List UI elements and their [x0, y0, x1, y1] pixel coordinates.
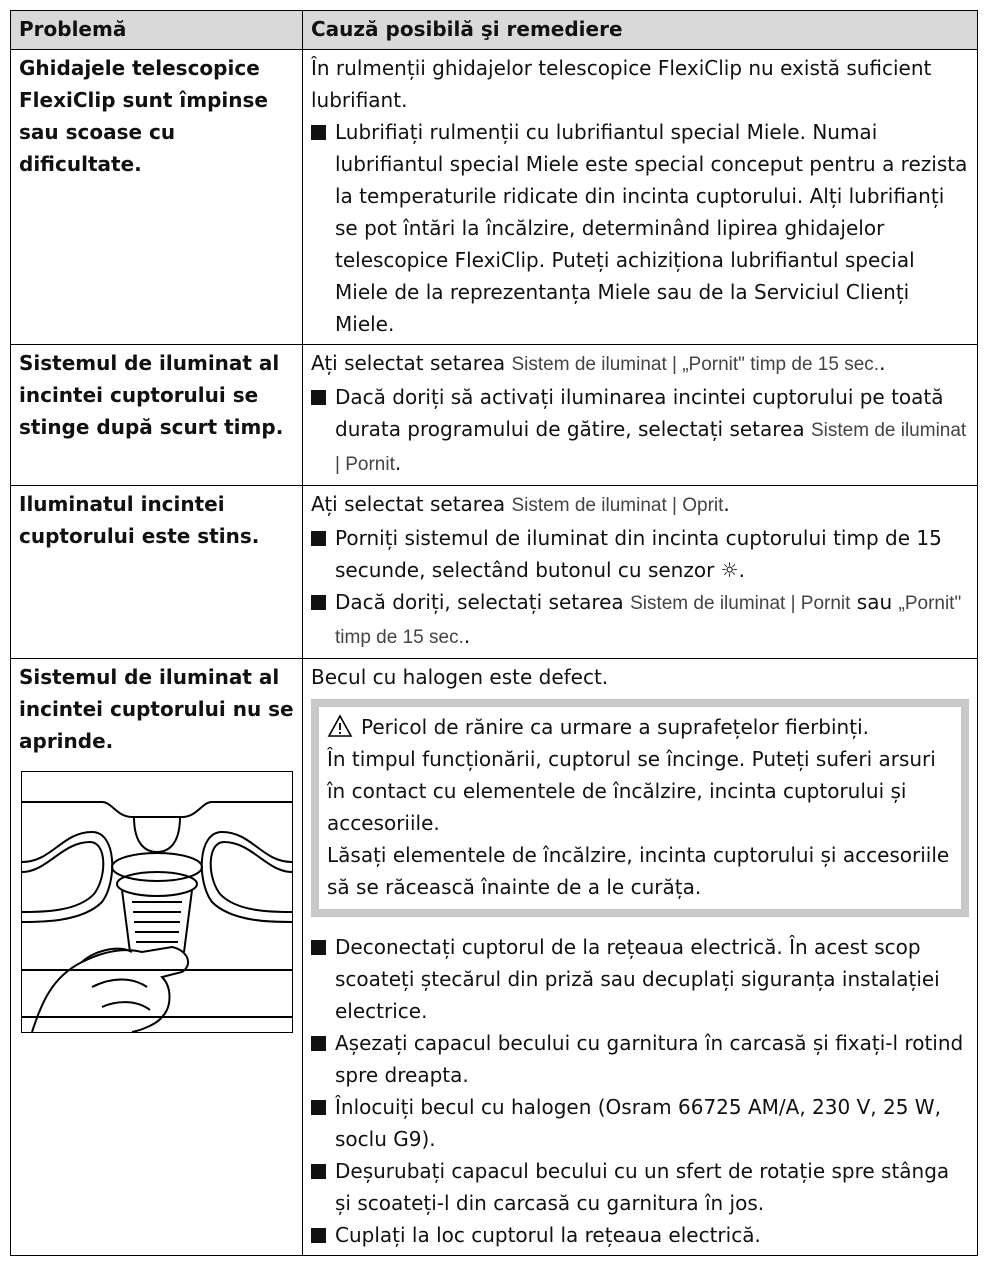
header-cell: Cauză posibilă şi remediere	[302, 10, 978, 50]
step-item: Dacă doriți să activați iluminarea incin…	[311, 381, 971, 481]
text-run: Deșurubați capacul becului cu un sfert d…	[335, 1159, 950, 1215]
text-run: Porniți sistemul de iluminat din incinta…	[335, 526, 942, 582]
problem-text: Sistemul de iluminat al incintei cuptoru…	[19, 351, 284, 439]
table-row: Iluminatul incintei cuptorului este stin…	[10, 485, 978, 659]
cause-cell: Ați selectat setarea Sistem de iluminat …	[302, 344, 978, 486]
text-run: .	[394, 451, 402, 475]
header-cell: Problemă	[10, 10, 303, 50]
text-run: Cuplați la loc cuptorul la rețeaua elect…	[335, 1223, 761, 1247]
step-item: Cuplați la loc cuptorul la rețeaua elect…	[311, 1219, 971, 1251]
warning-text: Lăsați elementele de încălzire, incinta …	[327, 843, 950, 899]
text-run: Dacă doriți să activați iluminarea incin…	[335, 385, 944, 441]
text-run: Lubrifiați rulmenții cu lubrifiantul spe…	[335, 120, 968, 336]
cause-text: Ați selectat setarea Sistem de iluminat …	[311, 488, 971, 522]
text-run: Așezați capacul becului cu garnitura în …	[335, 1031, 964, 1087]
problem-cell: Iluminatul incintei cuptorului este stin…	[10, 485, 303, 659]
header-row: Problemă Cauză posibilă şi remediere	[10, 10, 978, 50]
cause-text: Becul cu halogen este defect.	[311, 661, 971, 693]
text-run: Ați selectat setarea	[311, 351, 512, 375]
problem-text: Iluminatul incintei cuptorului este stin…	[19, 492, 260, 548]
cause-cell: Ați selectat setarea Sistem de iluminat …	[302, 485, 978, 659]
step-item: Înlocuiți becul cu halogen (Osram 66725 …	[311, 1091, 971, 1155]
setting-name: Sistem de iluminat | Pornit	[630, 593, 851, 614]
warning-title: Pericol de rănire ca urmare a suprafețel…	[327, 711, 953, 743]
problem-cell: Sistemul de iluminat al incintei cuptoru…	[10, 658, 303, 1256]
warning-text: În timpul funcționării, cuptorul se înci…	[327, 747, 936, 835]
table-row: Sistemul de iluminat al incintei cuptoru…	[10, 658, 978, 1256]
step-item: Porniți sistemul de iluminat din incinta…	[311, 522, 971, 586]
setting-name: Sistem de iluminat | Pornit	[335, 420, 967, 475]
step-item: Așezați capacul becului cu garnitura în …	[311, 1027, 971, 1091]
warning-title-text: Pericol de rănire ca urmare a suprafețel…	[361, 715, 869, 739]
text-run: În rulmenții ghidajelor telescopice Flex…	[311, 56, 932, 112]
problem-cell: Ghidajele telescopice FlexiClip sunt împ…	[10, 49, 303, 345]
bulb-illustration	[21, 771, 293, 1033]
problem-text: Sistemul de iluminat al incintei cuptoru…	[19, 665, 294, 753]
cause-text: Ați selectat setarea Sistem de iluminat …	[311, 347, 971, 381]
step-item: Dacă doriți, selectați setarea Sistem de…	[311, 586, 971, 654]
step-item: Deșurubați capacul becului cu un sfert d…	[311, 1155, 971, 1219]
text-run: .	[463, 624, 471, 648]
text-run: Înlocuiți becul cu halogen (Osram 66725 …	[335, 1095, 941, 1151]
cause-cell: Becul cu halogen este defect. Pericol de …	[302, 658, 978, 1256]
text-run: .	[723, 492, 730, 516]
table-row: Sistemul de iluminat al incintei cuptoru…	[10, 344, 978, 486]
problem-text: Ghidajele telescopice FlexiClip sunt împ…	[19, 56, 268, 176]
warning-box: Pericol de rănire ca urmare a suprafețel…	[311, 699, 969, 917]
text-run: Ați selectat setarea	[311, 492, 512, 516]
warning-icon	[327, 714, 353, 737]
step-item: Deconectați cuptorul de la rețeaua elect…	[311, 931, 971, 1027]
troubleshooting-table: Problemă Cauză posibilă şi remediere Ghi…	[10, 10, 978, 1256]
cause-cell: În rulmenții ghidajelor telescopice Flex…	[302, 49, 978, 345]
setting-name: „Pornit" timp de 15 sec.	[335, 593, 962, 648]
text-run: Becul cu halogen este defect.	[311, 665, 609, 689]
text-run: sau	[850, 590, 899, 614]
text-run: Deconectați cuptorul de la rețeaua elect…	[335, 935, 940, 1023]
setting-name: Sistem de iluminat | „Pornit" timp de 15…	[511, 354, 880, 375]
cause-text: În rulmenții ghidajelor telescopice Flex…	[311, 52, 971, 116]
step-item: Lubrifiați rulmenții cu lubrifiantul spe…	[311, 116, 971, 340]
setting-name: Sistem de iluminat | Oprit	[511, 495, 724, 516]
table-row: Ghidajele telescopice FlexiClip sunt împ…	[10, 49, 978, 345]
text-run: .	[879, 351, 886, 375]
text-run: Dacă doriți, selectați setarea	[335, 590, 631, 614]
problem-cell: Sistemul de iluminat al incintei cuptoru…	[10, 344, 303, 486]
